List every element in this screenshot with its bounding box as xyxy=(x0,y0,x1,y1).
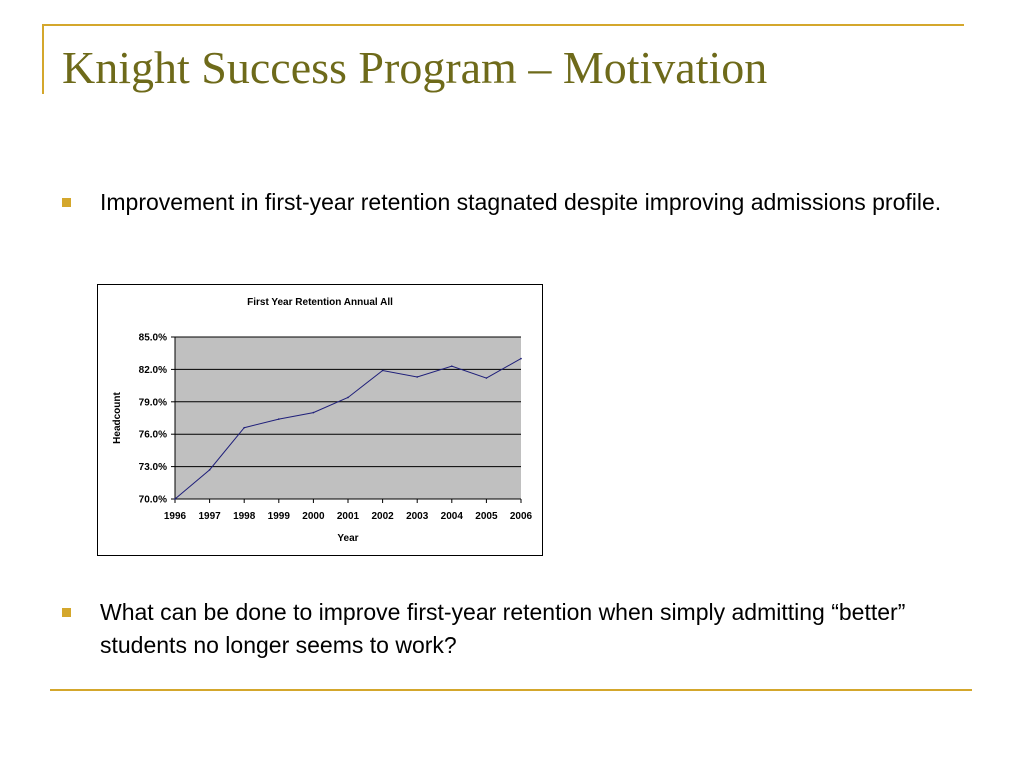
bullet-text-1: Improvement in first-year retention stag… xyxy=(100,189,942,215)
data-point xyxy=(347,396,349,399)
chart-svg: First Year Retention Annual All 70.0% 73.0… xyxy=(112,297,533,544)
left-rule xyxy=(42,24,44,94)
x-tick-label: 1997 xyxy=(198,511,221,522)
data-point xyxy=(312,411,315,414)
retention-chart: First Year Retention Annual All 70.0% 73.0… xyxy=(97,284,543,556)
y-axis-label: Headcount xyxy=(112,391,123,443)
x-tick-label: 2002 xyxy=(371,511,394,522)
y-tick-label: 79.0% xyxy=(139,397,167,408)
x-tick-label: 2001 xyxy=(337,511,360,522)
bullet-text-2: What can be done to improve first-year r… xyxy=(100,599,906,658)
data-point xyxy=(520,357,522,360)
data-point xyxy=(243,426,245,429)
x-tick-label: 1999 xyxy=(268,511,291,522)
y-tick-label: 73.0% xyxy=(139,462,167,473)
y-tick-label: 76.0% xyxy=(139,430,167,441)
x-axis-label: Year xyxy=(337,533,358,544)
data-point xyxy=(381,369,384,372)
top-rule xyxy=(42,24,964,26)
x-tick-label: 1998 xyxy=(233,511,256,522)
y-tick-label: 82.0% xyxy=(139,365,167,376)
x-tick-label: 2006 xyxy=(510,511,533,522)
x-tick-label: 2005 xyxy=(475,511,498,522)
x-tick-label: 2000 xyxy=(302,511,325,522)
bottom-rule xyxy=(50,689,972,691)
square-bullet-icon xyxy=(62,608,71,617)
data-point xyxy=(208,469,211,471)
data-point xyxy=(416,376,419,378)
square-bullet-icon xyxy=(62,198,71,207)
data-point xyxy=(278,418,280,420)
y-tick-label: 70.0% xyxy=(139,495,167,506)
data-point xyxy=(451,365,453,367)
slide-title: Knight Success Program – Motivation xyxy=(62,42,768,93)
x-tick-label: 1996 xyxy=(164,511,187,522)
chart-title: First Year Retention Annual All xyxy=(247,297,393,308)
y-tick-label: 85.0% xyxy=(139,333,167,344)
data-point xyxy=(174,498,176,500)
x-tick-label: 2004 xyxy=(441,511,464,522)
x-tick-label: 2003 xyxy=(406,511,429,522)
data-point xyxy=(485,377,488,379)
plot-area xyxy=(175,337,521,499)
